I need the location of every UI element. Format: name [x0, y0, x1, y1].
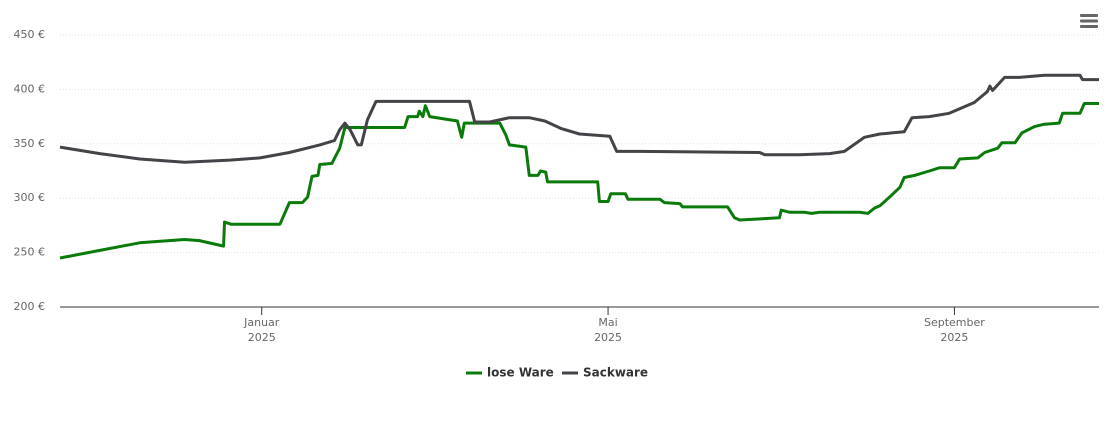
- y-tick-label: 200 €: [14, 300, 46, 313]
- menu-icon-bar: [1080, 19, 1098, 23]
- y-tick-label: 450 €: [14, 28, 46, 41]
- y-tick-label: 350 €: [14, 137, 46, 150]
- legend-item[interactable]: lose Ware: [466, 366, 554, 380]
- y-tick-label: 400 €: [14, 82, 46, 95]
- legend-item[interactable]: Sackware: [562, 366, 648, 380]
- x-tick-label: 2025: [940, 331, 968, 344]
- legend-label: lose Ware: [487, 366, 554, 380]
- x-tick-label: 2025: [594, 331, 622, 344]
- menu-button[interactable]: [1080, 14, 1098, 28]
- x-tick-label: 2025: [248, 331, 276, 344]
- x-tick-label: September: [924, 316, 985, 329]
- series-line: [59, 102, 1099, 260]
- y-tick-label: 250 €: [14, 246, 46, 259]
- x-tick-label: Mai: [598, 316, 617, 329]
- legend-label: Sackware: [583, 366, 648, 380]
- legend: lose Ware Sackware: [466, 366, 648, 380]
- y-tick-label: 300 €: [14, 191, 46, 204]
- menu-icon-bar: [1080, 14, 1098, 17]
- series-line: [59, 73, 1099, 164]
- x-tick-label: Januar: [243, 316, 280, 329]
- menu-icon-bar: [1080, 25, 1098, 28]
